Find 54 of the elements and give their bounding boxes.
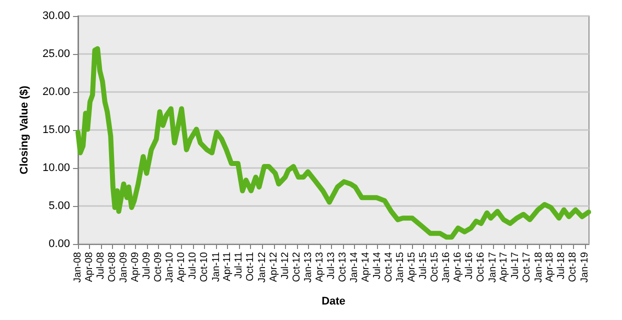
x-tick-label: Apr-10 xyxy=(176,252,188,282)
x-tick-label: Jan-09 xyxy=(118,252,130,283)
x-tick-label: Apr-08 xyxy=(84,252,95,282)
x-axis-title: Date xyxy=(322,296,346,308)
x-tick-label: Oct-13 xyxy=(337,252,348,282)
y-tick-label: 10.00 xyxy=(42,162,70,174)
x-tick-label: Jul-12 xyxy=(280,252,291,280)
x-tick-label: Oct-10 xyxy=(199,252,210,282)
x-tick-label: Jul-13 xyxy=(326,252,337,280)
x-tick-label: Jul-15 xyxy=(418,252,429,280)
x-tick-label: Jan-19 xyxy=(579,252,590,283)
y-tick-label: 25.00 xyxy=(42,48,70,60)
y-tick-label: 0.00 xyxy=(48,238,70,250)
x-tick-label: Oct-14 xyxy=(383,252,394,282)
x-tick-label: Apr-18 xyxy=(544,252,556,282)
x-tick-label: Jan-16 xyxy=(441,252,452,283)
x-tick-label: Apr-13 xyxy=(314,252,326,282)
x-tick-label: Jan-11 xyxy=(210,252,222,282)
x-tick-label: Jan-10 xyxy=(164,252,176,283)
x-tick-label: Jul-17 xyxy=(510,252,522,280)
y-tick-label: 20.00 xyxy=(42,86,70,98)
x-tick-label: Jul-08 xyxy=(95,252,106,280)
x-tick-label: Jul-10 xyxy=(188,252,199,280)
x-tick-label: Jan-08 xyxy=(72,252,84,283)
x-tick-label: Apr-15 xyxy=(406,252,418,282)
x-tick-label: Jan-14 xyxy=(349,252,360,283)
x-tick-label: Apr-14 xyxy=(360,252,372,282)
x-tick-label: Apr-11 xyxy=(222,252,234,282)
x-tick-label: Jan-12 xyxy=(256,252,268,283)
x-tick-label: Jan-18 xyxy=(533,252,544,283)
x-tick-label: Oct-08 xyxy=(107,252,118,282)
y-tick-label: 5.00 xyxy=(48,200,70,212)
x-tick-label: Oct-16 xyxy=(476,252,487,282)
y-axis-title: Closing Value ($) xyxy=(18,85,30,174)
x-tick-label: Oct-17 xyxy=(522,252,533,282)
x-tick-label: Apr-17 xyxy=(498,252,510,282)
x-tick-label: Apr-16 xyxy=(452,252,464,282)
x-tick-label: Oct-15 xyxy=(429,252,440,282)
x-tick-label: Oct-11 xyxy=(245,252,256,282)
x-tick-label: Jul-18 xyxy=(556,252,568,280)
x-tick-label: Jan-13 xyxy=(302,252,314,283)
x-tick-label: Jul-09 xyxy=(142,252,152,280)
x-tick-label: Jul-14 xyxy=(372,252,383,280)
x-tick-label: Oct-12 xyxy=(291,252,302,282)
y-tick-label: 30.00 xyxy=(42,10,70,22)
y-tick-label: 15.00 xyxy=(42,124,70,136)
x-tick-label: Oct-18 xyxy=(568,252,579,282)
x-tick-label: Jan-17 xyxy=(487,252,498,283)
x-tick-label: Jul-11 xyxy=(234,252,245,278)
x-tick-label: Jul-16 xyxy=(464,252,476,280)
x-tick-label: Oct-09 xyxy=(153,252,164,282)
x-tick-label: Jan-15 xyxy=(395,252,406,283)
x-tick-label: Apr-12 xyxy=(268,252,280,282)
x-tick-label: Apr-09 xyxy=(130,252,142,282)
